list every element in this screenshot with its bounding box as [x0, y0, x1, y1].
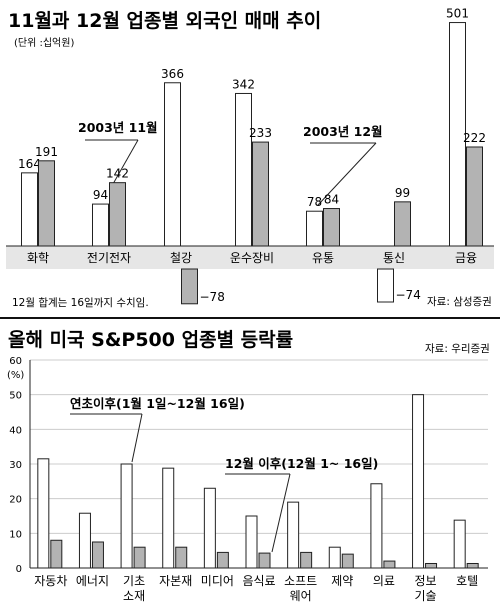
bar-dec-2	[91, 541, 104, 569]
data-label: 84	[324, 193, 339, 207]
chart1-footnote: 12월 합계는 16일까지 수치임.	[12, 296, 149, 309]
bar-ytd-11	[453, 519, 466, 569]
callout3-leader	[131, 413, 143, 463]
category-label: 미디어	[201, 574, 234, 588]
y-tick-label: 10	[9, 529, 22, 540]
category-label: 철강	[170, 251, 192, 265]
category-label: 정보	[414, 574, 436, 588]
bar-dec-5	[323, 208, 340, 247]
category-label: 제약	[331, 573, 353, 588]
data-label: 222	[463, 131, 486, 145]
data-label: 501	[446, 7, 469, 21]
bar-ytd-10	[412, 394, 425, 569]
bar-dec-6	[258, 552, 271, 569]
category-label: 금융	[455, 251, 477, 265]
chart1-unit: (단위 :십억원)	[14, 36, 74, 49]
category-label: 에너지	[76, 574, 109, 588]
bar-dec-4	[252, 141, 269, 247]
data-label: 233	[249, 126, 272, 140]
callout2-leader	[317, 142, 377, 206]
y-tick-label: 50	[9, 391, 22, 402]
chart2-source: 자료: 우리증권	[425, 343, 490, 355]
bar-ytd-3	[120, 463, 133, 569]
bar-nov-5	[306, 210, 323, 247]
bar-dec-3	[133, 546, 146, 569]
bar-dec-7	[466, 146, 483, 247]
bar-dec-5	[216, 551, 229, 569]
category-label: 기초	[123, 574, 145, 588]
data-label: −74	[396, 288, 421, 302]
bar-dec-3	[181, 268, 198, 305]
category-label: 호텔	[456, 574, 478, 588]
bar-dec-11	[466, 562, 479, 569]
y-tick-label: 20	[9, 495, 22, 506]
bar-dec-9	[383, 560, 396, 569]
category-label: 자본재	[159, 574, 192, 588]
category-band	[6, 246, 494, 269]
bar-ytd-4	[162, 467, 175, 569]
category-label: 소프트	[284, 574, 317, 588]
bar-ytd-5	[203, 487, 216, 569]
bar-dec-4	[175, 546, 188, 569]
bar-dec-6	[394, 201, 411, 247]
category-label: 통신	[383, 251, 405, 265]
callout-dec-us: 12월 이후(12월 1~ 16일)	[225, 456, 378, 471]
chart2-title: 올해 미국 S&P500 업종별 등락률	[8, 329, 293, 351]
category-label: 화학	[27, 251, 49, 265]
chart2-ylabel: (%)	[7, 370, 24, 381]
bar-nov-3	[164, 82, 181, 247]
chart1-plot: 화학 전기전자 철강 운수장비 유통 통신 금융 164 94 366 342 78 −74 501 191…	[6, 7, 494, 305]
chart1-title: 11월과 12월 업종별 외국인 매매 추이	[8, 10, 321, 32]
category-label: 의료	[373, 574, 395, 588]
callout-ytd: 연초이후(1월 1일~12월 16일)	[70, 396, 245, 411]
data-label: 191	[35, 145, 58, 159]
bar-nov-4	[235, 92, 252, 247]
y-tick-label: 0	[16, 564, 22, 575]
bar-nov-6	[377, 268, 394, 303]
bar-ytd-1	[37, 458, 50, 569]
bar-dec-1	[50, 539, 63, 569]
data-label: 342	[232, 77, 255, 91]
data-label: 99	[395, 186, 410, 200]
bar-dec-10	[425, 562, 438, 569]
y-tick-label: 30	[9, 460, 22, 471]
bar-nov-1	[21, 172, 38, 247]
category-label: 웨어	[290, 589, 312, 603]
chart1-source: 자료: 삼성증권	[427, 296, 492, 308]
y-tick-label: 60	[9, 356, 22, 367]
bar-ytd-6	[245, 515, 258, 569]
callout1-leader	[112, 139, 139, 185]
bar-dec-8	[341, 553, 354, 569]
callout4-leader	[271, 473, 291, 553]
category-label: 기술	[414, 589, 436, 603]
bar-ytd-8	[328, 546, 341, 569]
bar-ytd-7	[287, 501, 300, 569]
data-label: −78	[200, 290, 225, 304]
data-label: 164	[18, 157, 41, 171]
bar-dec-1	[38, 160, 55, 247]
y-tick-label: 40	[9, 425, 22, 436]
callout-dec: 2003년 12월	[303, 124, 383, 139]
bar-dec-2	[109, 182, 126, 247]
bar-ytd-9	[370, 483, 383, 569]
category-label: 유통	[312, 251, 334, 265]
bar-dec-7	[300, 551, 313, 569]
data-label: 366	[161, 67, 184, 81]
data-label: 78	[307, 195, 322, 209]
category-label: 전기전자	[87, 251, 131, 265]
bar-ytd-2	[78, 512, 91, 569]
bar-nov-2	[92, 203, 109, 247]
data-label: 142	[106, 167, 129, 181]
category-label: 소재	[123, 589, 145, 603]
category-label: 운수장비	[230, 251, 274, 265]
callout-nov: 2003년 11월	[78, 120, 158, 135]
data-label: 94	[93, 188, 108, 202]
category-label: 자동차	[34, 574, 67, 588]
category-label: 음식료	[242, 574, 275, 588]
